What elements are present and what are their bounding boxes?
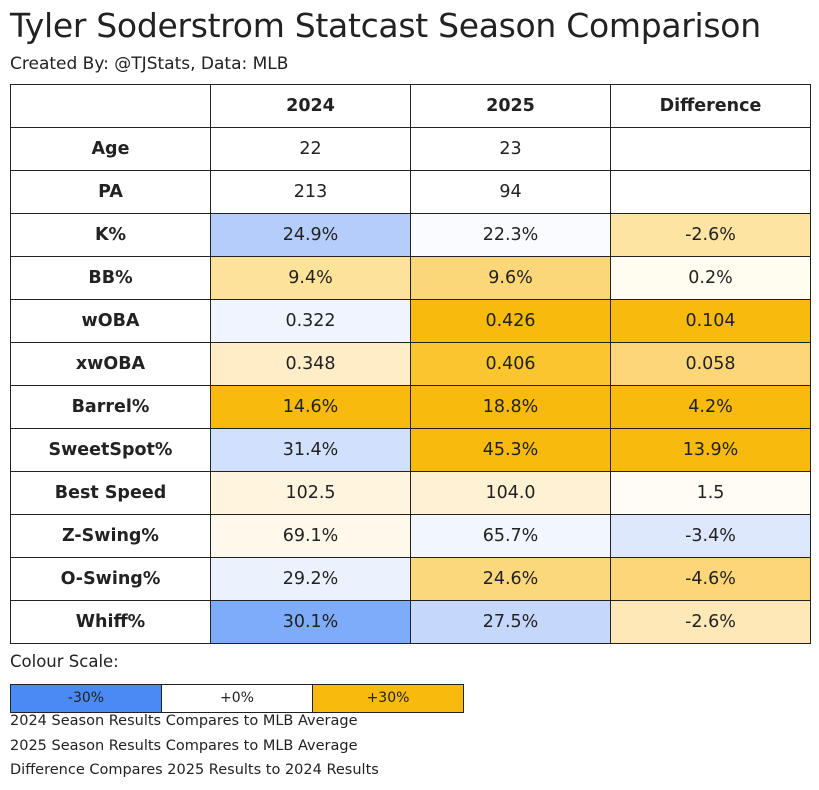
value-cell: -3.4% xyxy=(610,514,811,558)
value-cell: 0.2% xyxy=(610,256,811,300)
value-cell: 24.6% xyxy=(410,557,611,601)
value-cell: -2.6% xyxy=(610,213,811,257)
table-row: Z-Swing% 69.1% 65.7% -3.4% xyxy=(10,514,811,558)
column-header: 2024 xyxy=(210,84,411,128)
note-2024: 2024 Season Results Compares to MLB Aver… xyxy=(10,713,358,729)
row-label: PA xyxy=(10,170,211,214)
value-cell: 9.6% xyxy=(410,256,611,300)
value-cell: 0.058 xyxy=(610,342,811,386)
table-row: wOBA 0.322 0.426 0.104 xyxy=(10,299,811,343)
note-difference: Difference Compares 2025 Results to 2024… xyxy=(10,762,379,778)
value-cell: 94 xyxy=(410,170,611,214)
row-label: Best Speed xyxy=(10,471,211,515)
value-cell: 0.426 xyxy=(410,299,611,343)
column-header: Difference xyxy=(610,84,811,128)
stats-table: 2024 2025 Difference Age 22 23 PA 213 94 K% 24.9% 2… xyxy=(10,84,811,644)
value-cell: 69.1% xyxy=(210,514,411,558)
table-row: BB% 9.4% 9.6% 0.2% xyxy=(10,256,811,300)
value-cell: 29.2% xyxy=(210,557,411,601)
colour-scale: -30% +0% +30% xyxy=(10,684,464,713)
row-label: Age xyxy=(10,127,211,171)
row-label: SweetSpot% xyxy=(10,428,211,472)
row-label: O-Swing% xyxy=(10,557,211,601)
value-cell: 104.0 xyxy=(410,471,611,515)
value-cell: 45.3% xyxy=(410,428,611,472)
value-cell: 18.8% xyxy=(410,385,611,429)
value-cell: 1.5 xyxy=(610,471,811,515)
table-row: K% 24.9% 22.3% -2.6% xyxy=(10,213,811,257)
value-cell: 31.4% xyxy=(210,428,411,472)
value-cell: -2.6% xyxy=(610,600,811,644)
value-cell: 213 xyxy=(210,170,411,214)
table-row: Best Speed 102.5 104.0 1.5 xyxy=(10,471,811,515)
value-cell: 13.9% xyxy=(610,428,811,472)
table-row: O-Swing% 29.2% 24.6% -4.6% xyxy=(10,557,811,601)
header-row: 2024 2025 Difference xyxy=(10,84,811,128)
table-row: Whiff% 30.1% 27.5% -2.6% xyxy=(10,600,811,644)
value-cell: -4.6% xyxy=(610,557,811,601)
table-row: SweetSpot% 31.4% 45.3% 13.9% xyxy=(10,428,811,472)
value-cell: 30.1% xyxy=(210,600,411,644)
column-header: 2025 xyxy=(410,84,611,128)
note-2025: 2025 Season Results Compares to MLB Aver… xyxy=(10,738,358,754)
row-label: Barrel% xyxy=(10,385,211,429)
row-label: wOBA xyxy=(10,299,211,343)
table-row: Barrel% 14.6% 18.8% 4.2% xyxy=(10,385,811,429)
value-cell xyxy=(610,170,811,214)
row-label: BB% xyxy=(10,256,211,300)
value-cell: 9.4% xyxy=(210,256,411,300)
value-cell: 27.5% xyxy=(410,600,611,644)
chart-title: Tyler Soderstrom Statcast Season Compari… xyxy=(10,6,761,45)
colour-scale-label: Colour Scale: xyxy=(10,652,119,671)
value-cell: 65.7% xyxy=(410,514,611,558)
row-label: Whiff% xyxy=(10,600,211,644)
row-label: Z-Swing% xyxy=(10,514,211,558)
value-cell: 0.322 xyxy=(210,299,411,343)
value-cell: 22 xyxy=(210,127,411,171)
table-row: PA 213 94 xyxy=(10,170,811,214)
chart-subtitle: Created By: @TJStats, Data: MLB xyxy=(10,54,289,74)
value-cell: 22.3% xyxy=(410,213,611,257)
table-row: xwOBA 0.348 0.406 0.058 xyxy=(10,342,811,386)
value-cell: 0.104 xyxy=(610,299,811,343)
row-label: K% xyxy=(10,213,211,257)
value-cell: 4.2% xyxy=(610,385,811,429)
value-cell: 0.406 xyxy=(410,342,611,386)
value-cell: 0.348 xyxy=(210,342,411,386)
value-cell: 23 xyxy=(410,127,611,171)
table-row: Age 22 23 xyxy=(10,127,811,171)
scale-stop-negative: -30% xyxy=(11,685,162,712)
scale-stop-zero: +0% xyxy=(162,685,313,712)
scale-stop-positive: +30% xyxy=(313,685,463,712)
value-cell: 102.5 xyxy=(210,471,411,515)
header-corner xyxy=(10,84,211,128)
row-label: xwOBA xyxy=(10,342,211,386)
value-cell: 24.9% xyxy=(210,213,411,257)
value-cell xyxy=(610,127,811,171)
value-cell: 14.6% xyxy=(210,385,411,429)
